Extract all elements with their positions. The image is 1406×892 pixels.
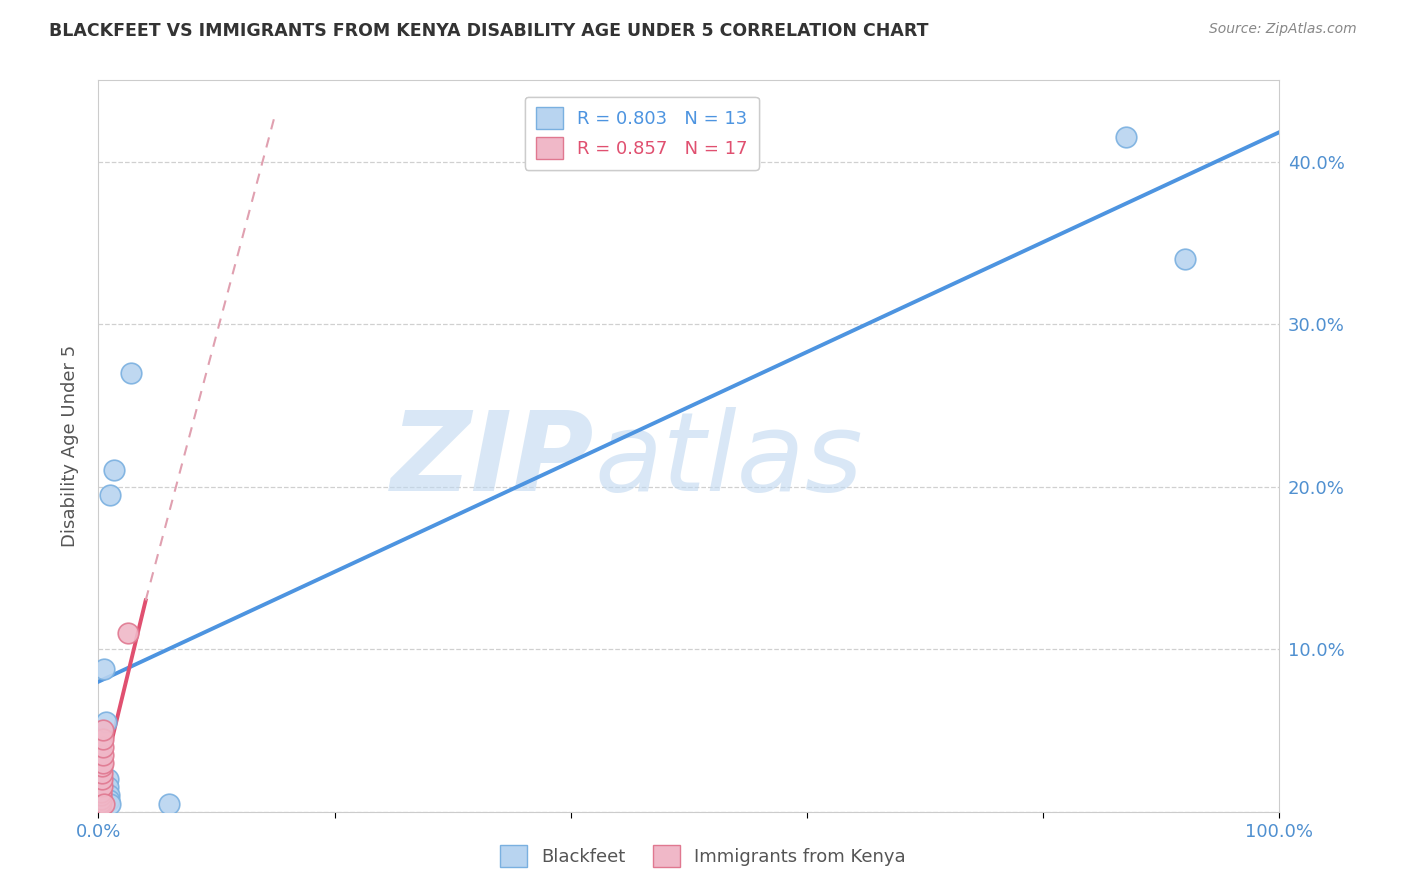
Text: ZIP: ZIP [391, 407, 595, 514]
Point [98, 793, 121, 807]
Legend: Blackfeet, Immigrants from Kenya: Blackfeet, Immigrants from Kenya [492, 838, 914, 874]
Point [90, 791, 112, 805]
Point [91, 765, 114, 780]
Point [103, 463, 125, 477]
Y-axis label: Disability Age Under 5: Disability Age Under 5 [60, 345, 79, 547]
Point [98, 797, 121, 811]
Point [98, 488, 121, 502]
Point [91, 756, 114, 770]
Point [91, 739, 114, 754]
Point [93, 797, 115, 811]
Point [1174, 252, 1197, 266]
Point [93, 662, 115, 676]
Text: BLACKFEET VS IMMIGRANTS FROM KENYA DISABILITY AGE UNDER 5 CORRELATION CHART: BLACKFEET VS IMMIGRANTS FROM KENYA DISAB… [49, 22, 929, 40]
Point [91, 779, 114, 793]
Text: Source: ZipAtlas.com: Source: ZipAtlas.com [1209, 22, 1357, 37]
Point [90, 795, 112, 809]
Point [121, 366, 143, 380]
Point [97, 780, 120, 795]
Point [91, 747, 114, 762]
Point [90, 785, 112, 799]
Legend: R = 0.803   N = 13, R = 0.857   N = 17: R = 0.803 N = 13, R = 0.857 N = 17 [524, 96, 759, 169]
Point [97, 772, 120, 787]
Point [1115, 130, 1137, 145]
Point [89, 798, 111, 813]
Point [91, 772, 114, 787]
Point [89, 801, 111, 815]
Point [98, 789, 121, 803]
Point [117, 626, 139, 640]
Point [157, 797, 180, 811]
Point [91, 723, 114, 738]
Point [91, 731, 114, 746]
Text: atlas: atlas [595, 407, 863, 514]
Point [94, 715, 117, 730]
Point [90, 789, 112, 803]
Point [91, 759, 114, 773]
